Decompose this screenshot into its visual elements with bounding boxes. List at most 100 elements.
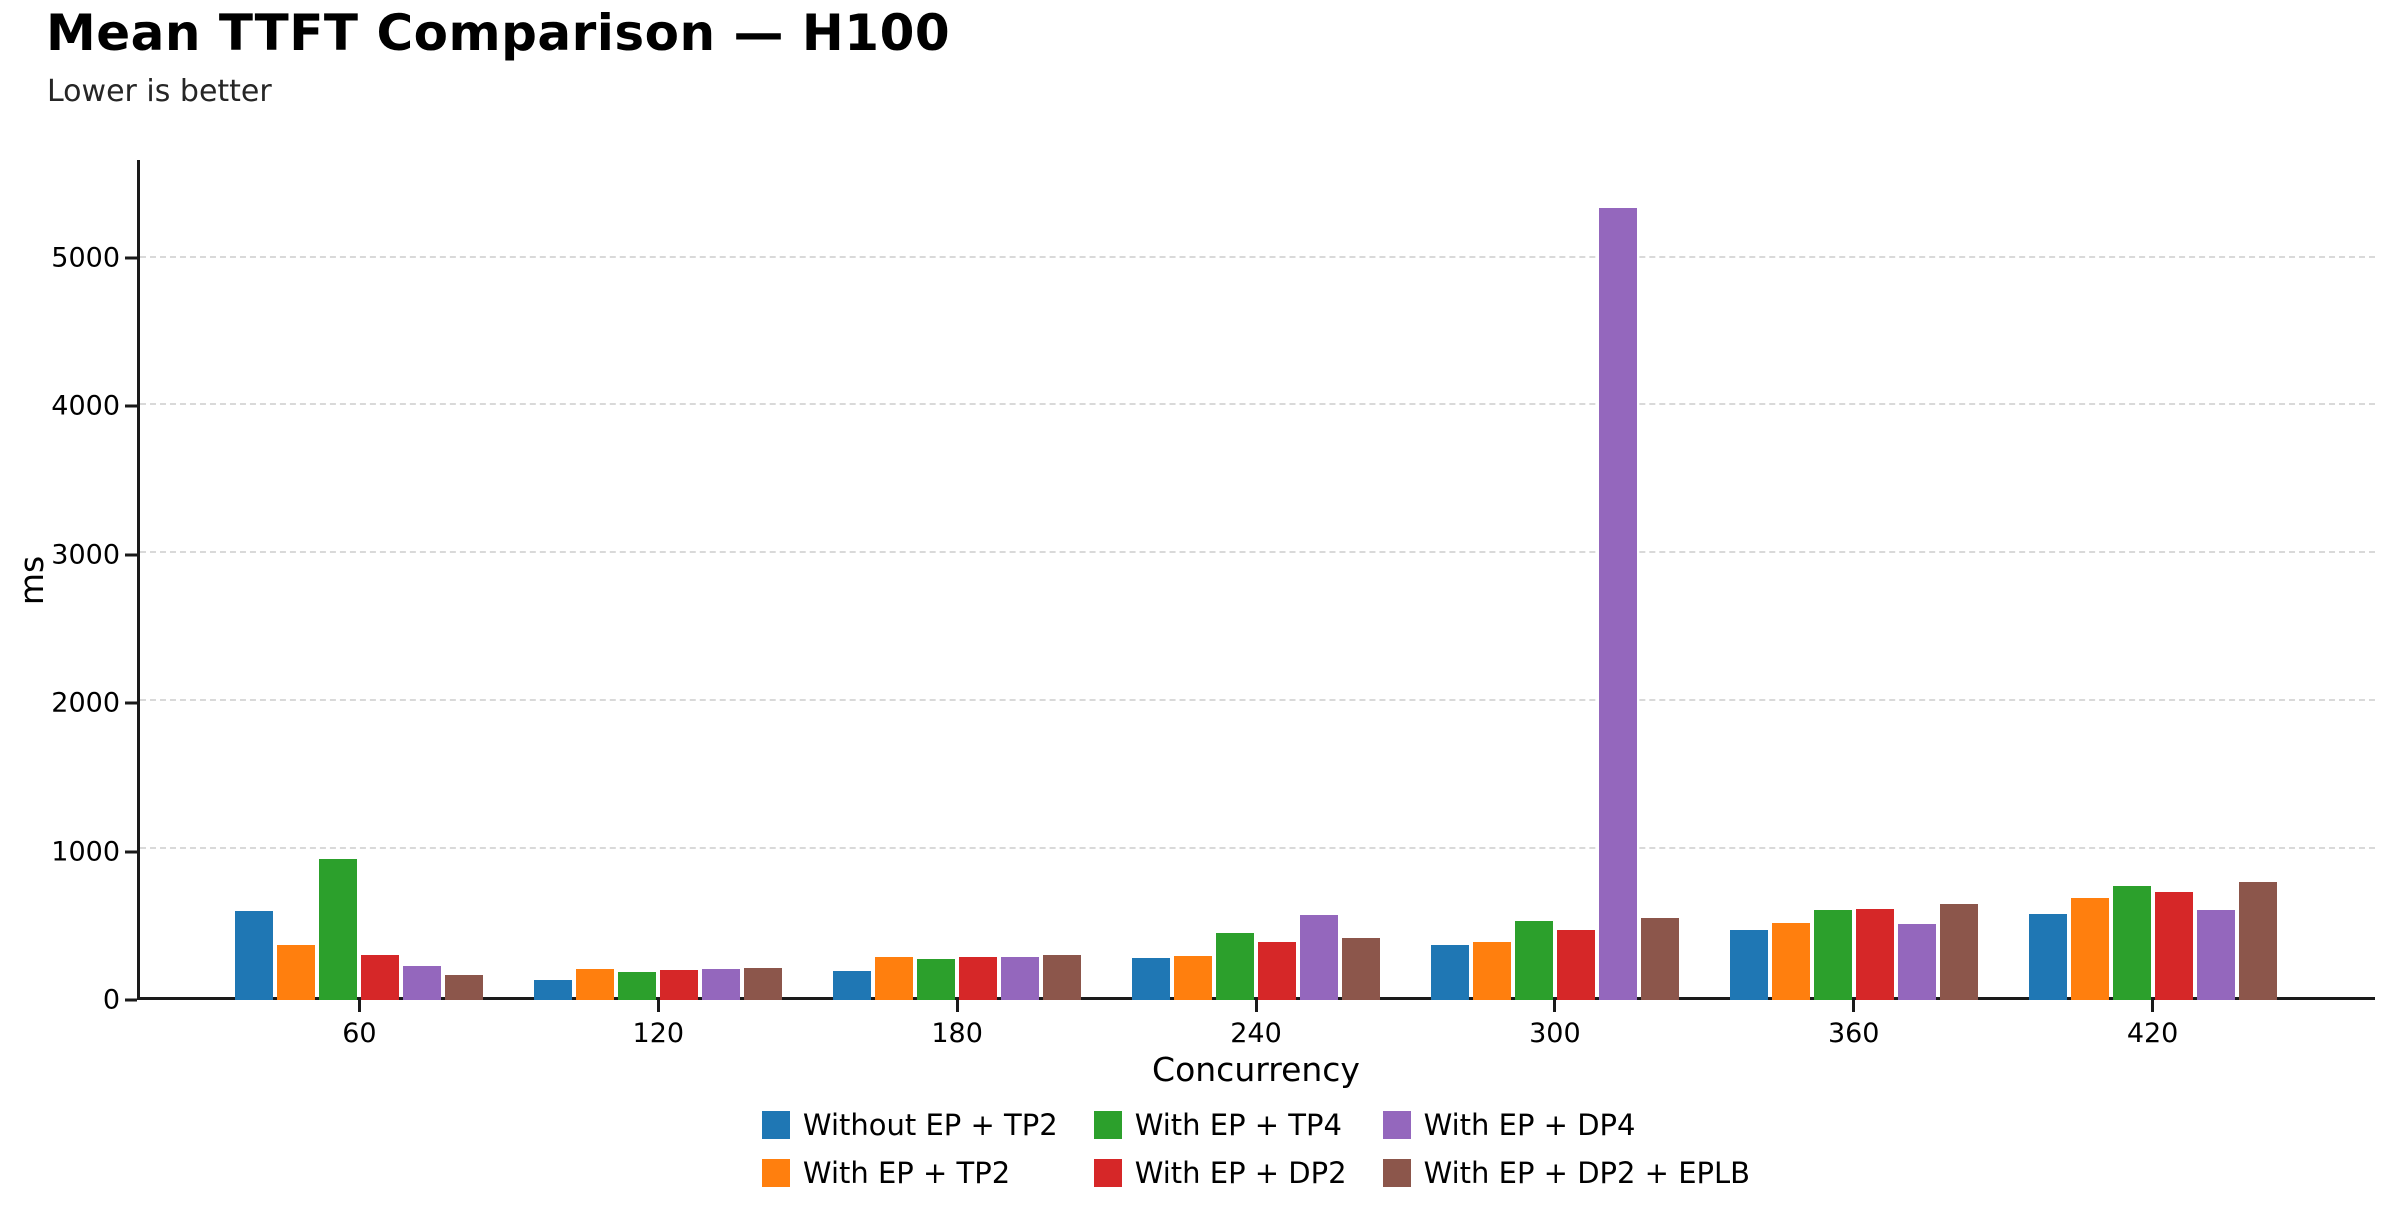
bar-with-ep-dp2-eplb-360 [1939, 904, 1978, 1000]
legend-label: With EP + TP2 [802, 1156, 1011, 1190]
x-tick-60: 60 [210, 1000, 509, 1049]
y-tick-mark-4000 [125, 404, 137, 408]
bar-without-ep-tp2-60 [235, 910, 274, 1000]
bar-with-ep-tp4-120 [618, 971, 657, 1000]
legend-item-with-ep-dp2: With EP + DP2 [1093, 1156, 1347, 1190]
y-tick-label-1000: 1000 [51, 836, 120, 868]
legend-swatch-icon [1093, 1159, 1122, 1187]
x-tick-label-360: 360 [1827, 1018, 1880, 1049]
y-tick-label-2000: 2000 [51, 687, 120, 719]
chart-subtitle: Lower is better [47, 74, 272, 109]
legend-swatch-icon [1382, 1111, 1411, 1139]
bar-with-ep-dp4-240 [1300, 915, 1338, 1000]
legend-swatch-icon [1382, 1159, 1411, 1187]
bar-with-ep-dp2-eplb-420 [2238, 882, 2277, 1000]
x-tick-mark-60 [357, 1000, 361, 1012]
y-axis-tick-labels: 0 1000 2000 3000 4000 5000 [0, 160, 120, 1015]
bar-group-60 [210, 160, 509, 1000]
x-tick-label-240: 240 [1230, 1018, 1282, 1049]
legend-label: With EP + TP4 [1134, 1108, 1342, 1142]
bar-without-ep-tp2-360 [1729, 930, 1768, 1000]
plot-area [137, 160, 2375, 1000]
bar-with-ep-tp2-300 [1472, 942, 1511, 1000]
bar-with-ep-dp2-eplb-60 [445, 974, 484, 1000]
bar-with-ep-dp2-60 [361, 955, 400, 1000]
legend-item-with-ep-dp4: With EP + DP4 [1382, 1108, 1750, 1142]
x-tick-label-180: 180 [931, 1018, 983, 1049]
x-tick-180: 180 [808, 1000, 1107, 1049]
legend-label: With EP + DP4 [1423, 1108, 1636, 1142]
legend-item-without-ep-tp2: Without EP + TP2 [761, 1108, 1058, 1142]
bar-with-ep-dp4-300 [1598, 207, 1637, 1000]
legend-grid: Without EP + TP2 With EP + TP2 With EP + T… [761, 1108, 1751, 1190]
bar-with-ep-dp2-240 [1258, 942, 1296, 1000]
x-tick-120: 120 [509, 1000, 808, 1049]
bar-with-ep-dp2-420 [2154, 892, 2193, 1000]
bar-with-ep-tp4-240 [1216, 933, 1254, 1000]
bar-with-ep-dp4-180 [1001, 956, 1040, 1000]
y-tick-label-3000: 3000 [51, 539, 120, 571]
x-tick-label-120: 120 [632, 1018, 685, 1049]
x-tick-300: 300 [1405, 1000, 1704, 1049]
gridline-2000 [140, 699, 2375, 702]
bar-without-ep-tp2-120 [534, 979, 573, 1000]
bar-with-ep-dp4-360 [1897, 923, 1936, 1000]
x-tick-mark-360 [1852, 1000, 1856, 1012]
x-tick-label-300: 300 [1529, 1018, 1581, 1049]
bar-with-ep-tp2-420 [2070, 898, 2109, 1000]
x-tick-mark-180 [955, 1000, 959, 1012]
bar-with-ep-tp2-120 [576, 968, 615, 1000]
x-tick-420: 420 [2003, 1000, 2302, 1049]
legend-label: Without EP + TP2 [802, 1108, 1058, 1142]
bar-with-ep-dp2-300 [1556, 929, 1595, 1000]
legend: Without EP + TP2 With EP + TP2 With EP + T… [137, 1108, 2375, 1190]
y-tick-mark-5000 [125, 256, 137, 260]
bar-group-120 [509, 160, 808, 1000]
y-tick-mark-2000 [125, 701, 137, 705]
x-tick-240: 240 [1107, 1000, 1406, 1049]
bar-with-ep-dp2-120 [660, 969, 699, 1000]
bar-group-300 [1405, 160, 1704, 1000]
bar-with-ep-tp2-360 [1771, 922, 1810, 1000]
gridline-3000 [140, 551, 2375, 554]
legend-label: With EP + DP2 + EPLB [1423, 1156, 1751, 1190]
bar-without-ep-tp2-420 [2028, 913, 2067, 1000]
bar-with-ep-tp4-180 [917, 959, 956, 1000]
y-tick-mark-0 [125, 998, 137, 1002]
bar-with-ep-dp2-eplb-300 [1640, 918, 1679, 1000]
bar-with-ep-dp4-60 [403, 965, 442, 1000]
y-tick-label-0: 0 [102, 984, 120, 1016]
bar-group-180 [808, 160, 1107, 1000]
legend-item-with-ep-dp2-eplb: With EP + DP2 + EPLB [1382, 1156, 1751, 1190]
bars-container [137, 160, 2375, 1000]
y-tick-label-5000: 5000 [51, 242, 120, 274]
bar-without-ep-tp2-240 [1132, 958, 1170, 1000]
x-tick-label-420: 420 [2126, 1018, 2179, 1049]
bar-with-ep-dp2-180 [959, 956, 998, 1000]
legend-swatch-icon [761, 1111, 790, 1139]
bar-with-ep-tp2-180 [875, 956, 914, 1000]
x-tick-mark-240 [1254, 1000, 1258, 1012]
bar-without-ep-tp2-180 [833, 971, 872, 1000]
bar-with-ep-dp2-eplb-240 [1342, 938, 1380, 1000]
y-tick-label-4000: 4000 [51, 390, 120, 422]
bar-with-ep-tp4-300 [1514, 920, 1553, 1000]
legend-item-with-ep-tp2: With EP + TP2 [761, 1156, 1058, 1190]
bar-group-420 [2003, 160, 2302, 1000]
bar-with-ep-dp4-420 [2196, 910, 2235, 1000]
x-axis-tick-labels: 60 120 180 240 300 360 420 [137, 1000, 2375, 1049]
bar-with-ep-tp4-420 [2112, 885, 2151, 1000]
x-tick-mark-420 [2151, 1000, 2155, 1012]
bar-with-ep-tp4-60 [319, 859, 358, 1000]
x-tick-360: 360 [1704, 1000, 2003, 1049]
bar-without-ep-tp2-300 [1430, 945, 1469, 1000]
y-tick-mark-3000 [125, 553, 137, 557]
bar-with-ep-tp2-60 [277, 945, 316, 1000]
legend-swatch-icon [761, 1159, 790, 1187]
x-tick-mark-300 [1553, 1000, 1557, 1012]
bar-group-360 [1704, 160, 2003, 1000]
x-tick-label-60: 60 [342, 1018, 377, 1049]
gridline-4000 [140, 403, 2375, 406]
chart-title: Mean TTFT Comparison — H100 [46, 4, 951, 62]
